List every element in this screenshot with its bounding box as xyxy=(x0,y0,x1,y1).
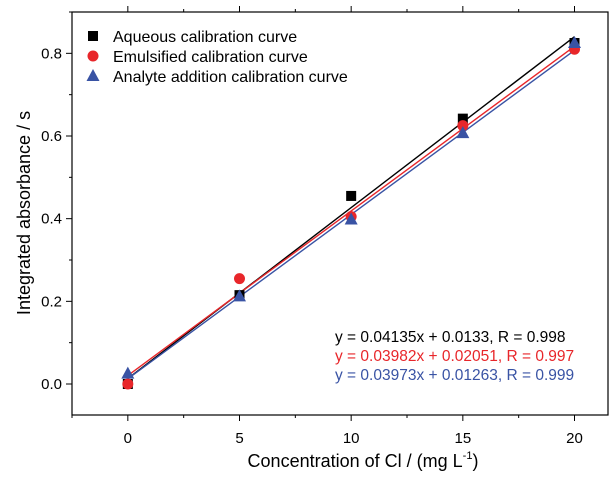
fit-line xyxy=(127,45,575,377)
y-tick-label: 0.4 xyxy=(41,211,62,228)
x-tick-label: 5 xyxy=(235,430,243,447)
x-axis-label-main: Concentration of Cl / (mg L xyxy=(248,451,463,471)
fit-equation: y = 0.04135x + 0.0133, R = 0.998 xyxy=(335,329,566,346)
legend-label: Aqueous calibration curve xyxy=(113,29,297,46)
data-point xyxy=(234,273,245,285)
data-point xyxy=(121,366,135,379)
data-points xyxy=(121,36,581,390)
legend-label: Analyte addition calibration curve xyxy=(113,69,348,86)
fit-lines xyxy=(127,36,575,380)
x-tick-label: 15 xyxy=(454,430,471,447)
legend-marker xyxy=(86,69,100,81)
x-tick-label: 0 xyxy=(124,430,132,447)
legend-marker xyxy=(88,31,98,41)
x-tick-label: 20 xyxy=(566,430,583,447)
data-point xyxy=(346,190,357,201)
y-axis-label: Integrated absorbance / s xyxy=(14,111,34,315)
data-point xyxy=(457,113,468,124)
x-tick-label: 10 xyxy=(343,430,360,447)
data-point xyxy=(122,378,134,390)
legend-label: Emulsified calibration curve xyxy=(113,49,308,66)
fit-equations: y = 0.04135x + 0.0133, R = 0.998 y = 0.03… xyxy=(335,329,574,384)
y-tick-label: 0.2 xyxy=(41,293,62,310)
data-point xyxy=(457,120,469,132)
fit-equation: y = 0.03973x + 0.01263, R = 0.999 xyxy=(335,367,574,384)
data-point xyxy=(456,126,470,139)
fit-line xyxy=(127,36,575,380)
legend: Aqueous calibration curve Emulsified cali… xyxy=(86,29,348,86)
data-point xyxy=(568,36,581,48)
plot-frame xyxy=(71,11,609,416)
legend-marker xyxy=(87,50,99,62)
data-point xyxy=(344,212,358,225)
y-tick-label: 0.6 xyxy=(41,128,62,145)
x-axis-label: Concentration of Cl / (mg L-1) xyxy=(248,450,479,471)
x-axis-label-close: ) xyxy=(472,451,478,471)
y-tick-label: 0.0 xyxy=(41,376,62,393)
axis-ticks: 0 5 10 15 20 0.0 0.2 0.4 0.6 0.8 xyxy=(41,6,583,447)
x-axis-label-superscript: -1 xyxy=(463,450,473,462)
y-tick-label: 0.8 xyxy=(41,45,62,62)
fit-equation: y = 0.03982x + 0.02051, R = 0.997 xyxy=(335,348,574,365)
data-point xyxy=(233,289,246,302)
